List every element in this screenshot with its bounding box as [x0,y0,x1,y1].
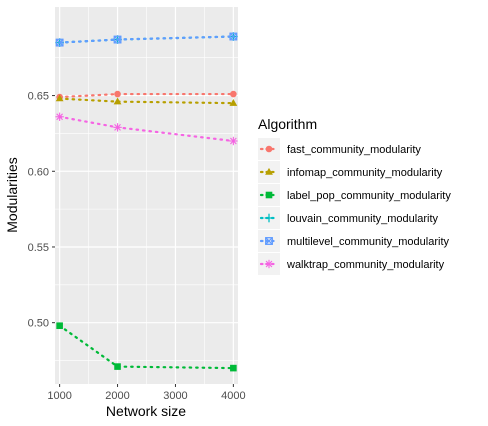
marker-shape [55,94,64,102]
marker-shape [229,32,238,41]
legend-item: multilevel_community_modularity [258,230,450,252]
legend-key-marker [265,191,273,199]
data-point [114,363,121,370]
marker-shape [230,364,237,372]
marker-shape [230,90,237,98]
legend-title: Algorithm [258,116,317,132]
y-tick-label: 0.60 [28,166,49,178]
marker-shape [230,137,237,145]
legend-key-marker [265,145,273,153]
legend-key-marker [265,167,273,175]
marker-shape [113,35,122,44]
data-point [55,94,64,102]
legend-label: label_pop_community_modularity [287,190,451,202]
legend-item: label_pop_community_modularity [258,184,451,206]
legend-key-marker [264,259,274,269]
marker-shape [265,237,273,245]
data-point [230,364,237,372]
marker-shape [114,124,121,131]
y-tick-label: 0.50 [28,318,49,330]
data-point [114,90,121,98]
marker-shape [229,32,238,41]
data-point [55,38,64,47]
grid [55,7,238,384]
data-point [229,136,238,146]
marker-shape [114,90,121,98]
axes: 1000 2000 3000 4000 0.50 0.55 0.60 0.65 [28,91,246,402]
marker-shape [113,35,122,44]
data-point [229,99,238,106]
series-multilevel_community_modularity [55,32,238,47]
data-point [113,97,122,105]
data-point [113,35,122,44]
x-tick-label: 3000 [163,390,187,402]
y-axis-title: Modularities [4,157,20,232]
series-infomap_community_modularity [55,94,238,106]
legend-label: multilevel_community_modularity [287,236,450,248]
marker-shape [56,322,63,330]
legend-label: fast_community_modularity [287,144,421,156]
legend-item: louvain_community_modularity [258,207,439,229]
marker-shape [229,99,238,106]
marker-shape [55,38,64,47]
legend-label: infomap_community_modularity [287,167,443,179]
x-tick-label: 1000 [47,390,71,402]
x-tick-label: 4000 [221,390,245,402]
y-tick-label: 0.65 [28,91,49,103]
marker-shape [265,260,273,268]
legend-key-marker [264,213,274,223]
marker-shape [55,38,64,47]
legend-item: fast_community_modularity [258,138,421,160]
legend-item: infomap_community_modularity [258,161,443,183]
data-point [56,322,63,330]
data-point [229,32,238,41]
marker-shape [56,113,63,121]
data-point [230,90,237,98]
legend-item: walktrap_community_modularity [258,253,445,275]
legend-label: walktrap_community_modularity [286,259,445,271]
legend-key-marker [265,237,273,245]
marker-shape [113,97,122,105]
legend-label: louvain_community_modularity [287,213,439,225]
marker-shape [265,237,273,245]
marker-shape [114,363,121,370]
x-tick-label: 2000 [105,390,129,402]
marker-shape [265,191,273,199]
y-tick-label: 0.55 [28,242,49,254]
series-label_pop_community_modularity [56,322,237,372]
marker-shape [265,167,273,175]
series-walktrap_community_modularity [55,112,238,146]
x-axis-title: Network size [106,403,186,419]
series-fast_community_modularity [56,90,237,101]
marker-shape [265,145,273,153]
legend: Algorithm fast_community_modularityinfom… [258,116,451,275]
data-point [55,112,64,121]
data-point [113,123,122,132]
series-layer [55,32,238,372]
